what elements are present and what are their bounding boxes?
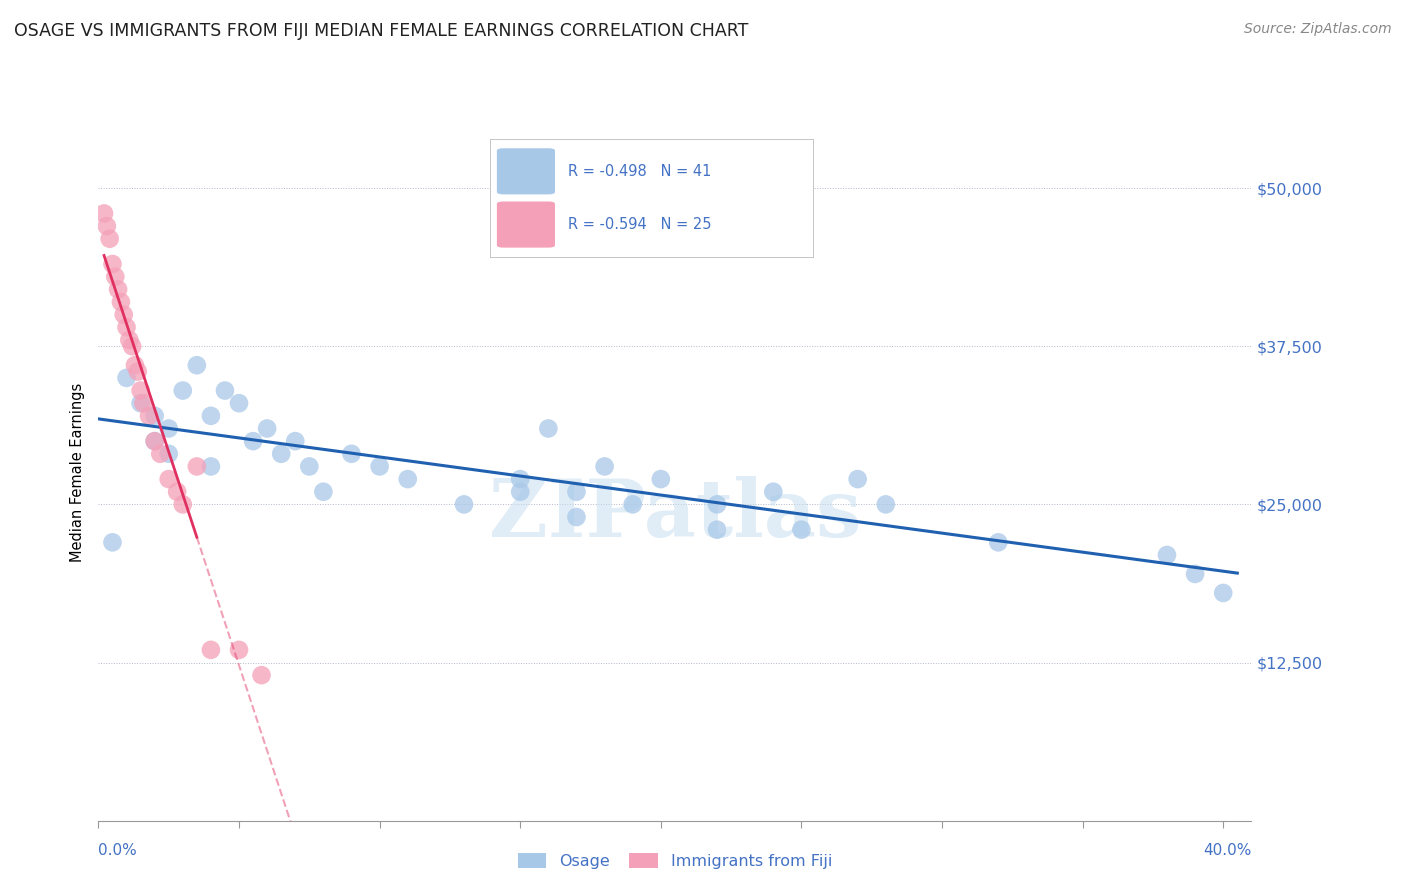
Point xyxy=(129,384,152,398)
Point xyxy=(186,459,208,474)
Point xyxy=(284,434,307,449)
Point xyxy=(124,358,146,372)
Point xyxy=(621,497,644,511)
Y-axis label: Median Female Earnings: Median Female Earnings xyxy=(70,384,86,562)
Point xyxy=(396,472,419,486)
Point xyxy=(200,643,222,657)
Text: OSAGE VS IMMIGRANTS FROM FIJI MEDIAN FEMALE EARNINGS CORRELATION CHART: OSAGE VS IMMIGRANTS FROM FIJI MEDIAN FEM… xyxy=(14,22,748,40)
Point xyxy=(987,535,1010,549)
Point xyxy=(200,409,222,423)
Point xyxy=(143,434,166,449)
Point xyxy=(115,371,138,385)
Point xyxy=(101,535,124,549)
Point xyxy=(298,459,321,474)
Point xyxy=(166,484,188,499)
Point xyxy=(509,472,531,486)
Point xyxy=(132,396,155,410)
Point xyxy=(138,409,160,423)
Legend: Osage, Immigrants from Fiji: Osage, Immigrants from Fiji xyxy=(512,847,838,875)
Point xyxy=(846,472,869,486)
Point xyxy=(312,484,335,499)
Point xyxy=(875,497,897,511)
Point xyxy=(256,421,278,435)
Point xyxy=(157,472,180,486)
Point xyxy=(157,447,180,461)
Point xyxy=(200,459,222,474)
Text: ZIPatlas: ZIPatlas xyxy=(489,475,860,554)
Point xyxy=(143,409,166,423)
Point xyxy=(340,447,363,461)
Text: 0.0%: 0.0% xyxy=(98,843,138,858)
Point xyxy=(172,497,194,511)
Point xyxy=(242,434,264,449)
Point xyxy=(565,484,588,499)
Text: Source: ZipAtlas.com: Source: ZipAtlas.com xyxy=(1244,22,1392,37)
Point xyxy=(112,308,135,322)
Point xyxy=(509,484,531,499)
Point xyxy=(129,396,152,410)
Point xyxy=(593,459,616,474)
Point xyxy=(118,333,141,347)
Point xyxy=(706,497,728,511)
Point xyxy=(107,282,129,296)
Point xyxy=(537,421,560,435)
Point xyxy=(650,472,672,486)
Point xyxy=(250,668,273,682)
Point xyxy=(270,447,292,461)
Point xyxy=(149,447,172,461)
Point xyxy=(1212,586,1234,600)
Point xyxy=(453,497,475,511)
Point xyxy=(115,320,138,334)
Point xyxy=(121,339,143,353)
Point xyxy=(186,358,208,372)
Point xyxy=(143,434,166,449)
Point xyxy=(110,295,132,310)
Point xyxy=(790,523,813,537)
Point xyxy=(157,421,180,435)
Point xyxy=(228,643,250,657)
Point xyxy=(565,510,588,524)
Point xyxy=(1156,548,1178,562)
Point xyxy=(214,384,236,398)
Point xyxy=(1184,566,1206,581)
Point xyxy=(127,365,149,379)
Point xyxy=(368,459,391,474)
Point xyxy=(762,484,785,499)
Point xyxy=(228,396,250,410)
Text: 40.0%: 40.0% xyxy=(1204,843,1251,858)
Point xyxy=(101,257,124,271)
Point xyxy=(96,219,118,233)
Point xyxy=(104,269,127,284)
Point xyxy=(98,232,121,246)
Point xyxy=(93,206,115,220)
Point xyxy=(706,523,728,537)
Point xyxy=(172,384,194,398)
